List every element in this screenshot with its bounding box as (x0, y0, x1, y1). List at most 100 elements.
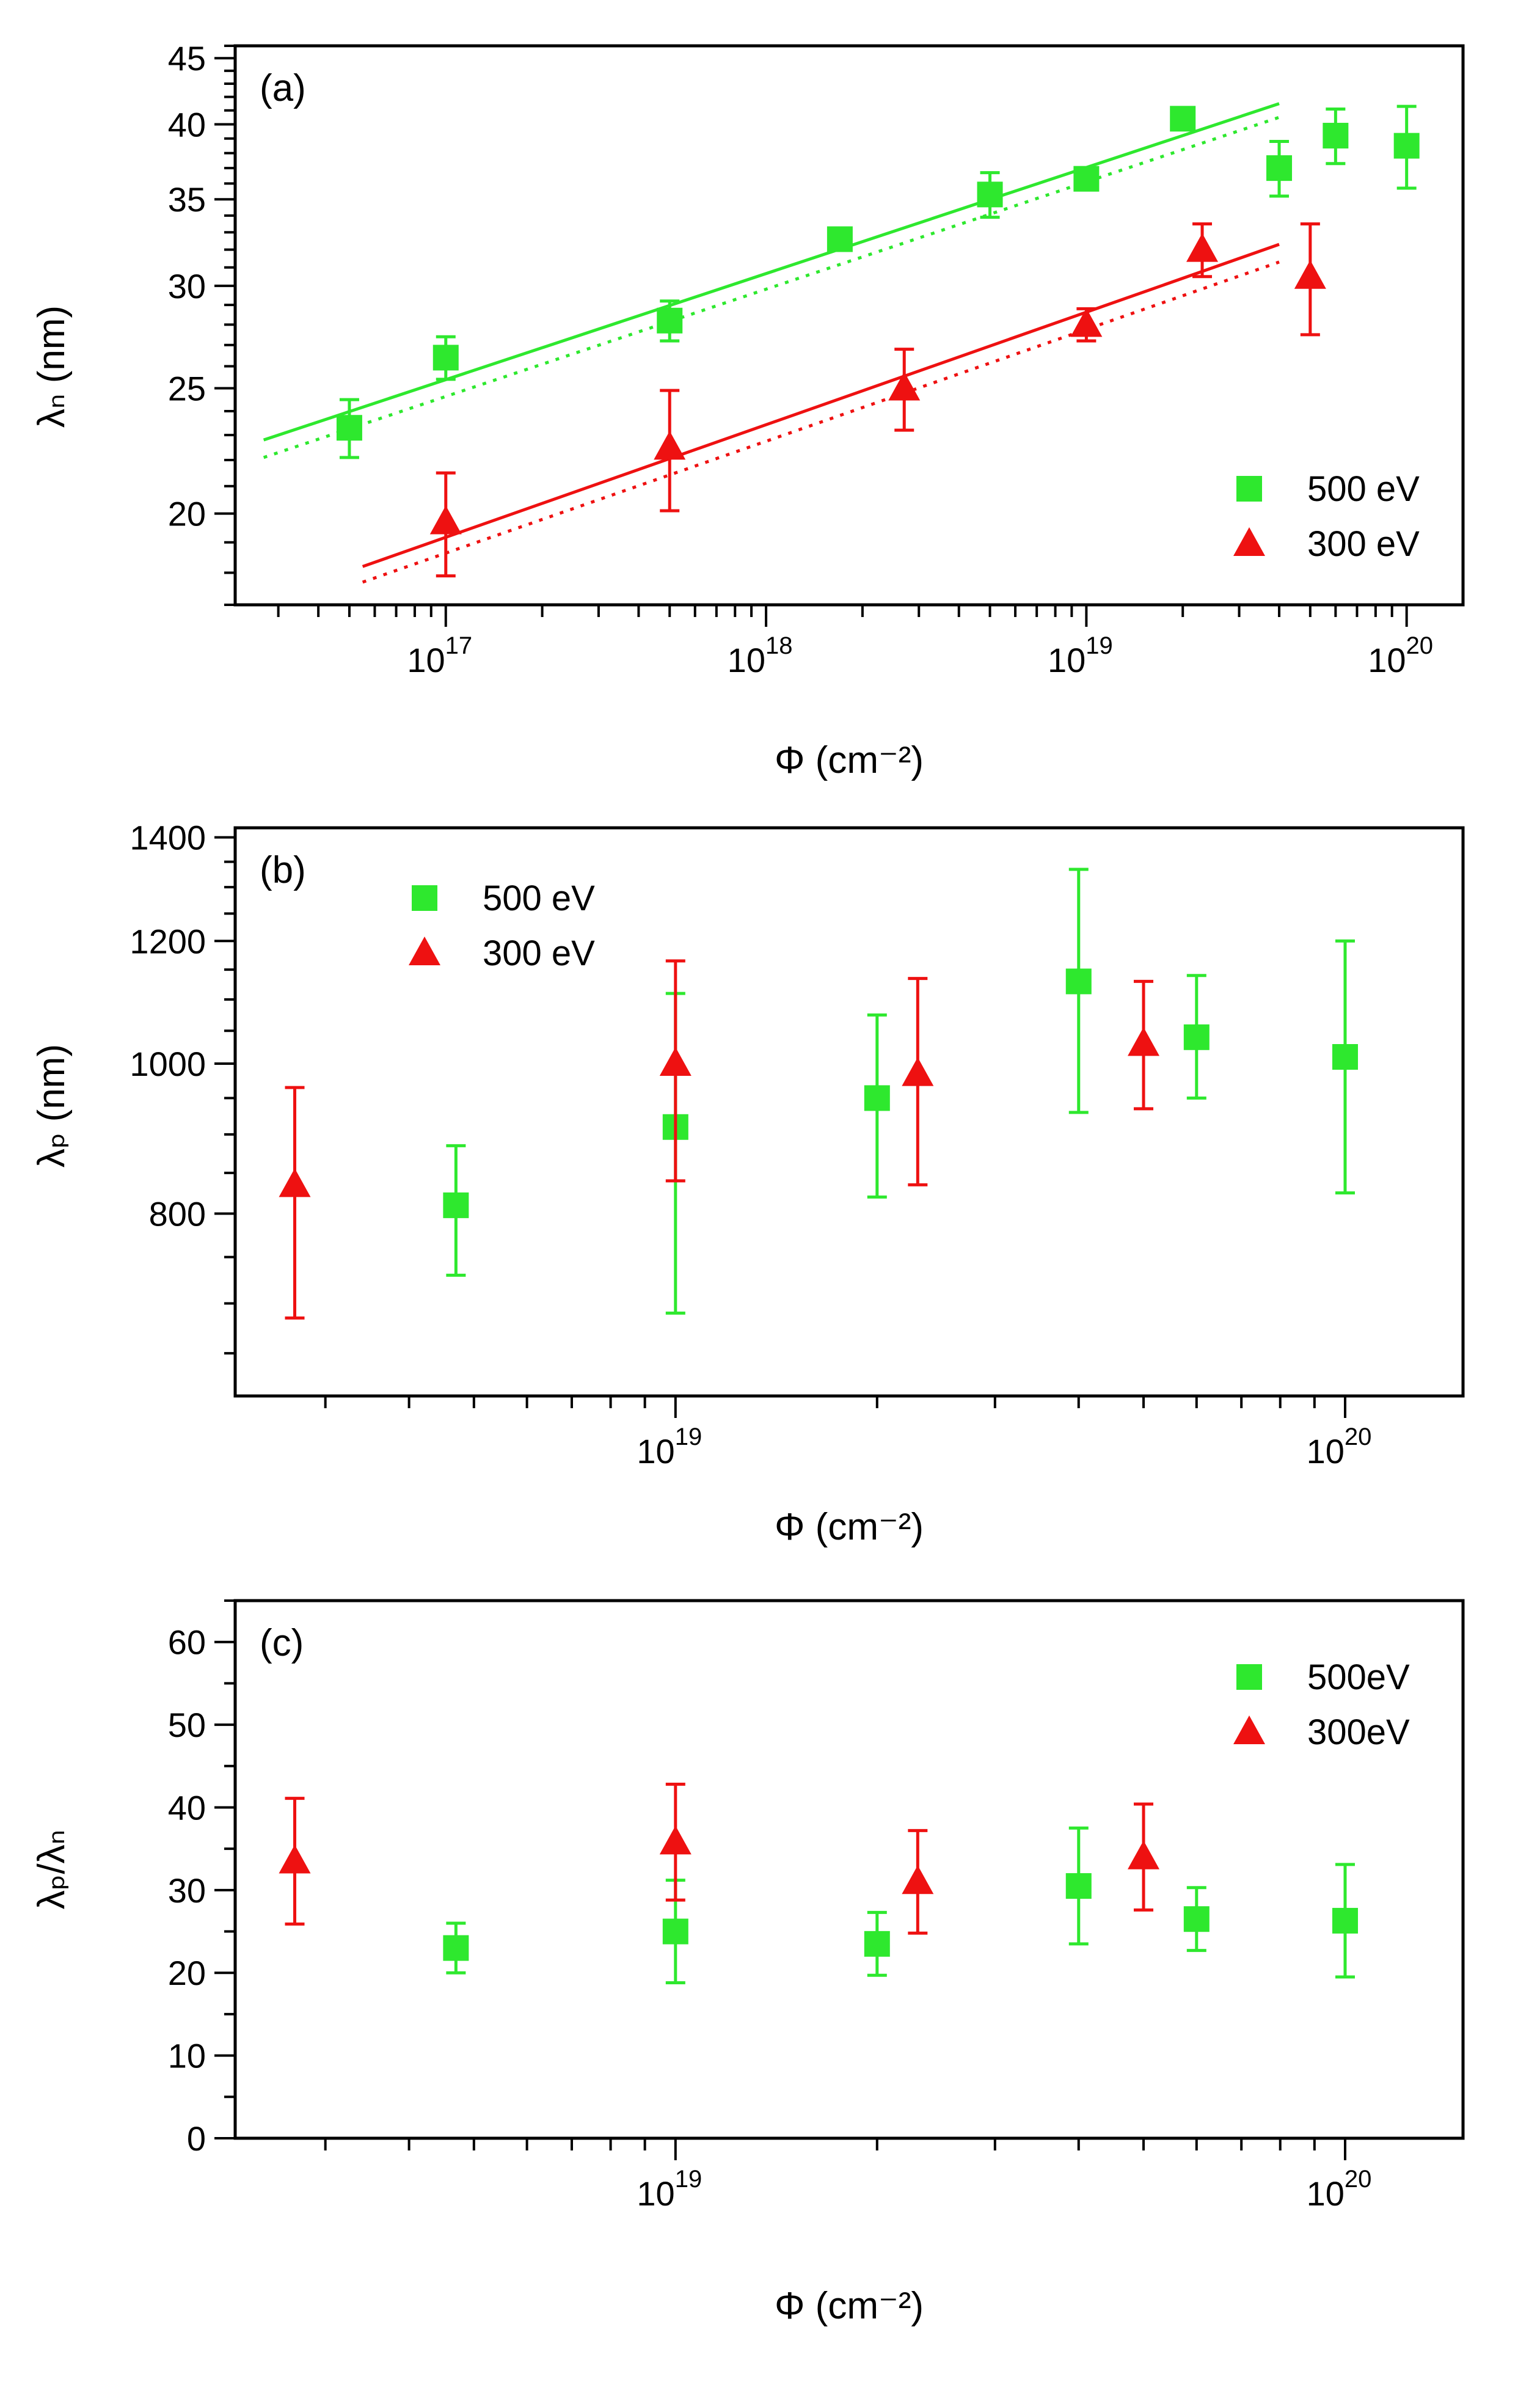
legend-marker (1233, 1715, 1265, 1744)
x-axis-title: Φ (cm⁻²) (775, 1506, 924, 1548)
data-point (1170, 106, 1196, 132)
data-point (827, 226, 853, 252)
data-point (279, 1844, 311, 1874)
series-red-triangles (279, 1783, 1159, 1935)
legend-label: 500eV (1307, 1657, 1410, 1697)
data-point (443, 1192, 469, 1218)
data-point (654, 431, 686, 460)
panel-label: (a) (260, 67, 306, 109)
fit-line-dotted (362, 260, 1280, 584)
series-green-squares (443, 1826, 1358, 1984)
legend-label: 300 eV (1307, 524, 1420, 564)
data-point (1065, 968, 1092, 995)
y-tick-label: 40 (168, 1788, 206, 1827)
y-tick-label: 1400 (130, 819, 206, 857)
chart-panel-b: 1019 1020 800 1000 1200 1400 Φ (cm⁻²) λₚ (nm) (b… (31, 819, 1465, 1548)
y-tick-label: 20 (168, 1954, 206, 1992)
data-point (1183, 1024, 1210, 1050)
legend-marker (1233, 527, 1265, 556)
x-tick-label: 1017 (407, 632, 472, 679)
legend-marker (409, 937, 440, 965)
y-tick-label: 25 (168, 369, 206, 407)
fit-line-dotted (263, 115, 1280, 459)
x-tick-label: 1018 (728, 632, 793, 679)
x-axis-title: Φ (cm⁻²) (775, 2285, 924, 2327)
data-point (659, 1825, 692, 1855)
legend-marker (1236, 1664, 1262, 1690)
data-point (1127, 1840, 1159, 1869)
x-tick-label: 1019 (1048, 632, 1113, 679)
series-green-squares (336, 104, 1420, 459)
fit-line-solid (362, 243, 1280, 568)
data-point (657, 307, 683, 334)
data-point (1186, 233, 1219, 262)
legend-marker (1236, 476, 1262, 502)
y-axis-title: λₚ/λₙ (31, 1830, 73, 1909)
y-axis-title: λₙ (nm) (31, 305, 73, 428)
y-tick-label: 50 (168, 1706, 206, 1744)
x-tick-label: 1020 (1307, 2166, 1372, 2213)
x-tick-label: 1019 (637, 2166, 702, 2213)
legend-label: 500 eV (483, 879, 595, 918)
data-point (1294, 260, 1326, 289)
data-point (1183, 1906, 1210, 1932)
y-tick-label: 30 (168, 1871, 206, 1910)
y-tick-label: 60 (168, 1623, 206, 1662)
data-point (864, 1085, 890, 1111)
legend: 500eV 300eV (1233, 1657, 1410, 1752)
y-tick-label: 45 (168, 39, 206, 78)
panel-label: (c) (260, 1622, 304, 1664)
x-axis-title: Φ (cm⁻²) (775, 739, 924, 781)
data-point (432, 345, 459, 371)
y-tick-label: 1000 (130, 1045, 206, 1083)
y-tick-label: 0 (187, 2119, 206, 2158)
data-point (659, 1047, 692, 1076)
legend-marker (412, 885, 437, 911)
fit-line-solid (263, 102, 1280, 442)
data-point (1393, 133, 1420, 159)
chart-panel-a: 1017 1018 1019 1020 20 25 30 35 40 45 Φ (cm⁻²) λₙ (… (31, 39, 1465, 781)
y-tick-label: 1200 (130, 922, 206, 960)
series-red-triangles (279, 959, 1159, 1320)
data-point (902, 1057, 934, 1086)
data-point (1127, 1027, 1159, 1056)
legend: 500 eV 300 eV (1233, 469, 1420, 564)
x-tick-label: 1020 (1307, 1423, 1372, 1471)
data-point (429, 505, 462, 535)
y-tick-label: 20 (168, 495, 206, 533)
data-point (279, 1168, 311, 1197)
data-point (977, 181, 1003, 208)
data-point (1073, 166, 1100, 192)
data-point (1323, 123, 1349, 149)
series-red-triangles (429, 222, 1326, 578)
data-point (864, 1931, 890, 1957)
panel-label: (b) (260, 849, 306, 891)
y-tick-label: 800 (149, 1195, 206, 1233)
data-point (888, 371, 921, 401)
plot-frame (233, 826, 1465, 1398)
y-tick-label: 30 (168, 267, 206, 305)
legend-label: 300 eV (483, 933, 595, 973)
x-tick-label: 1020 (1368, 632, 1433, 679)
y-tick-label: 35 (168, 180, 206, 219)
data-point (1065, 1873, 1092, 1899)
data-point (662, 1918, 688, 1945)
data-point (1332, 1907, 1358, 1934)
legend-label: 500 eV (1307, 469, 1420, 509)
y-tick-label: 10 (168, 2037, 206, 2075)
plot-frame (233, 1599, 1465, 2140)
data-point (902, 1865, 934, 1894)
data-point (1070, 308, 1103, 337)
legend-label: 300eV (1307, 1712, 1410, 1752)
y-tick-label: 40 (168, 105, 206, 144)
data-point (1266, 155, 1293, 181)
data-point (336, 415, 362, 441)
x-tick-label: 1019 (637, 1423, 702, 1471)
plot-frame (233, 44, 1465, 607)
legend: 500 eV 300 eV (409, 879, 595, 973)
data-point (443, 1935, 469, 1961)
data-point (1332, 1043, 1358, 1070)
y-axis-title: λₚ (nm) (31, 1044, 73, 1167)
